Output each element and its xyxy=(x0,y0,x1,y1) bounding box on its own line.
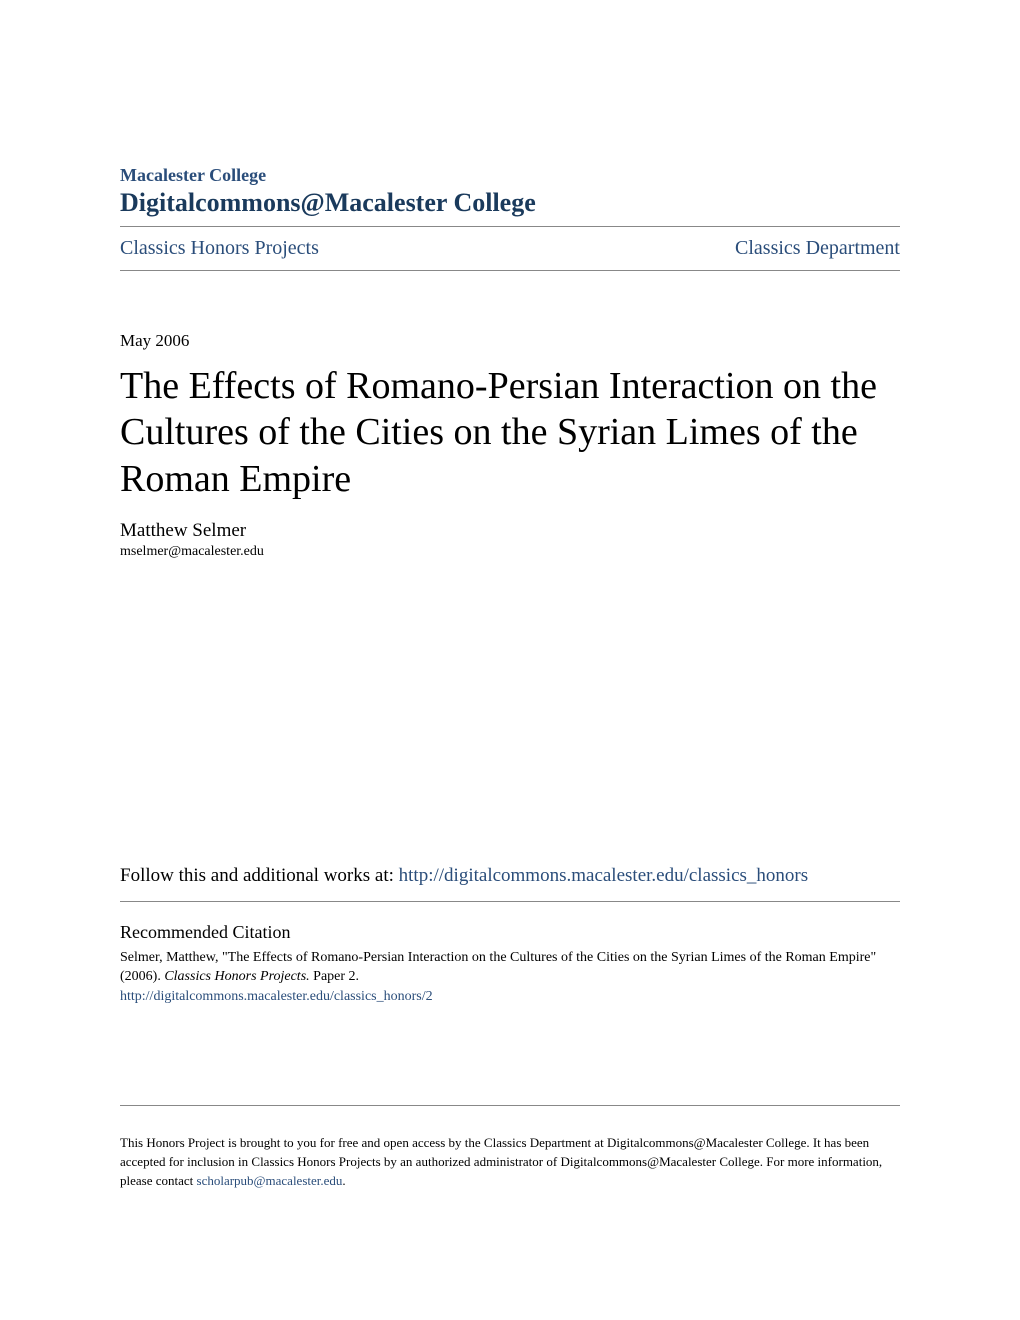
follow-text: Follow this and additional works at: htt… xyxy=(120,865,900,902)
citation-after-italic: Paper 2. xyxy=(310,969,359,984)
nav-collection-link[interactable]: Classics Honors Projects xyxy=(120,237,319,260)
citation-italic: Classics Honors Projects. xyxy=(164,969,309,984)
follow-link[interactable]: http://digitalcommons.macalester.edu/cla… xyxy=(399,865,808,886)
footer-text: This Honors Project is brought to you fo… xyxy=(120,1134,900,1191)
citation-text: Selmer, Matthew, "The Effects of Romano-… xyxy=(120,949,900,987)
nav-row: Classics Honors Projects Classics Depart… xyxy=(120,227,900,271)
nav-department-link[interactable]: Classics Department xyxy=(735,237,900,260)
publication-date: May 2006 xyxy=(120,331,900,351)
institution-name[interactable]: Macalester College xyxy=(120,165,900,186)
paper-title: The Effects of Romano-Persian Interactio… xyxy=(120,363,900,502)
citation-heading: Recommended Citation xyxy=(120,922,900,943)
footer-contact-link[interactable]: scholarpub@macalester.edu xyxy=(197,1173,343,1188)
follow-prefix: Follow this and additional works at: xyxy=(120,865,399,886)
follow-section: Follow this and additional works at: htt… xyxy=(120,865,900,1005)
author-name: Matthew Selmer xyxy=(120,520,900,542)
citation-section: Recommended Citation Selmer, Matthew, "T… xyxy=(120,922,900,1005)
footer-section: This Honors Project is brought to you fo… xyxy=(120,1105,900,1191)
repository-name[interactable]: Digitalcommons@Macalester College xyxy=(120,188,900,227)
citation-url-link[interactable]: http://digitalcommons.macalester.edu/cla… xyxy=(120,989,900,1005)
footer-after-link: . xyxy=(342,1173,345,1188)
author-email: mselmer@macalester.edu xyxy=(120,544,900,560)
